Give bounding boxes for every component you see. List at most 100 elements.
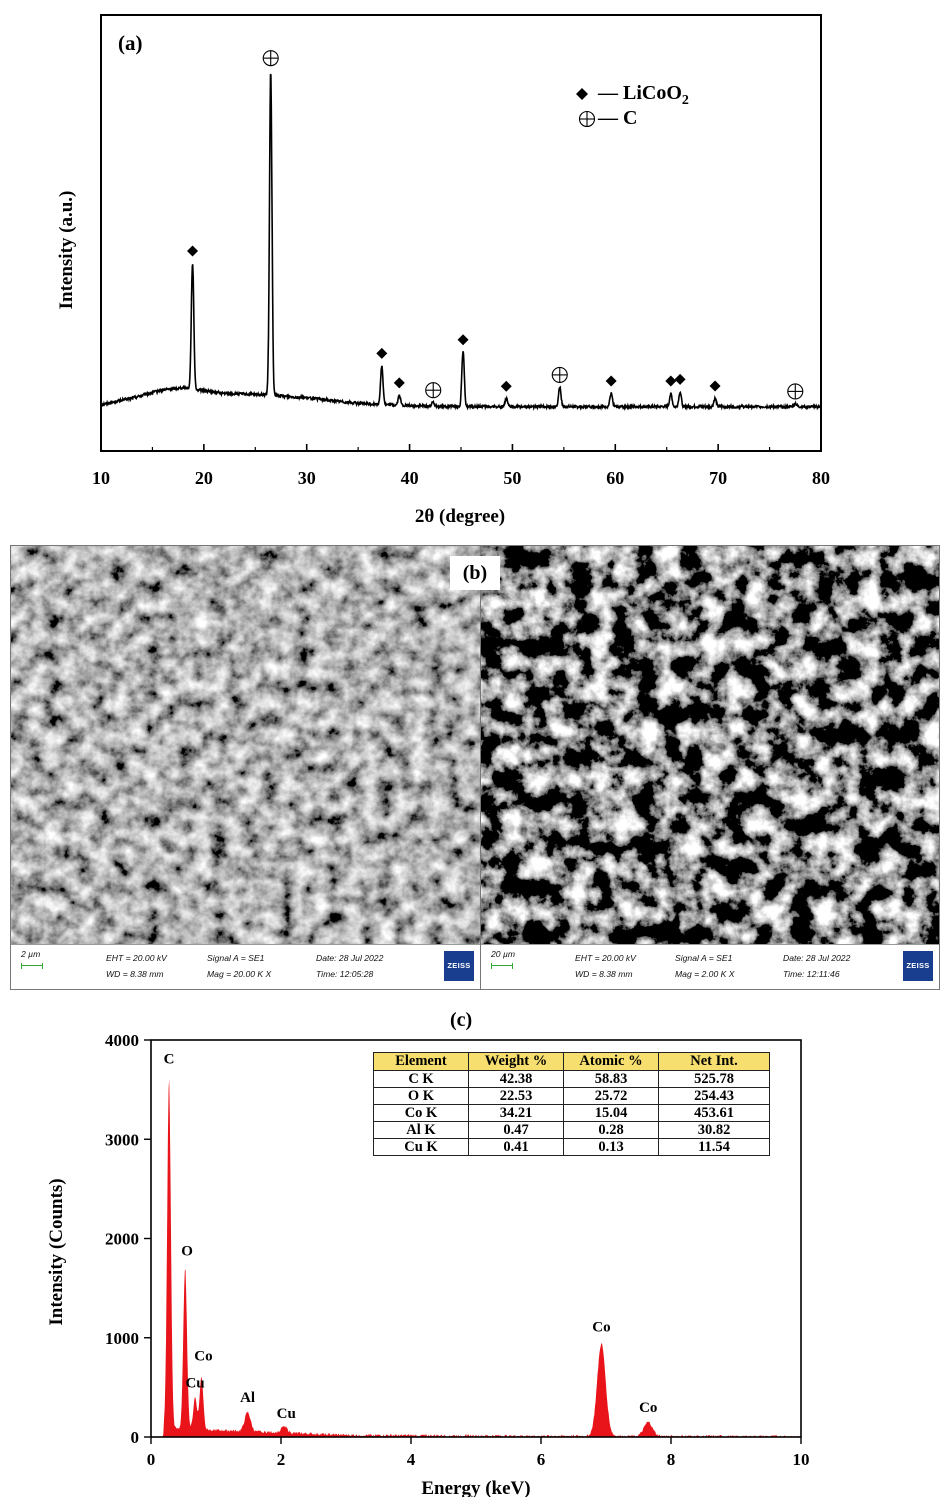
sem-mag: Mag = 20.00 K X — [207, 969, 272, 979]
eds-composition-table: Element Weight % Atomic % Net Int. C K 4… — [373, 1052, 770, 1156]
table-cell: 25.72 — [563, 1087, 659, 1105]
xrd-pattern-line — [100, 73, 822, 412]
licoo2-peak-marker — [500, 380, 512, 392]
sem-time: Time: 12:05:28 — [316, 969, 374, 979]
table-cell: Al K — [373, 1121, 469, 1139]
sem-time: Time: 12:11:46 — [783, 969, 840, 979]
licoo2-peak-marker — [709, 380, 721, 392]
table-header: Element — [373, 1052, 469, 1071]
table-cell: 0.41 — [468, 1138, 564, 1156]
table-cell: 0.47 — [468, 1121, 564, 1139]
carbon-peak-marker — [262, 50, 279, 67]
table-row: O K 22.53 25.72 254.43 — [373, 1087, 770, 1105]
x-tick-label: 10 — [793, 1450, 810, 1469]
xrd-legend: — LiCoO2 — C — [576, 82, 689, 129]
sem-micrograph-2kx — [481, 546, 939, 946]
scale-bar — [21, 963, 43, 969]
legend-diamond-marker — [576, 88, 588, 100]
zeiss-logo: ZEISS — [444, 951, 474, 981]
y-tick-label: 3000 — [105, 1130, 139, 1149]
table-cell: 42.38 — [468, 1070, 564, 1088]
y-tick-label: 4000 — [105, 1031, 139, 1050]
legend-carbon-label: — C — [597, 107, 637, 129]
carbon-peak-marker — [787, 383, 804, 400]
licoo2-peak-marker — [393, 377, 405, 389]
xrd-plot-frame — [100, 14, 822, 452]
y-tick-label: 0 — [131, 1428, 140, 1447]
x-tick-label: 6 — [537, 1450, 546, 1469]
sem-wd: WD = 8.38 mm — [106, 969, 164, 979]
sem-wd: WD = 8.38 mm — [575, 969, 633, 979]
eds-axis-ticks: 0 2 4 6 8 10 0 1000 2000 3000 4000 — [105, 1031, 810, 1469]
x-tick-label: 8 — [667, 1450, 676, 1469]
peak-label: Cu — [277, 1406, 296, 1422]
table-cell: 254.43 — [658, 1087, 770, 1105]
x-tick-label: 2 — [277, 1450, 286, 1469]
sem-signal: Signal A = SE1 — [207, 953, 265, 963]
sem-date: Date: 28 Jul 2022 — [783, 953, 851, 963]
peak-label: Co — [592, 1320, 610, 1336]
xrd-peak-markers — [187, 50, 804, 400]
table-cell: Cu K — [373, 1138, 469, 1156]
licoo2-peak-marker — [376, 347, 388, 359]
x-tick-label: 50 — [503, 468, 521, 488]
xrd-chart: (a) Intensity (a.u.) 2θ (degree) 10 20 30 4… — [56, 14, 830, 527]
table-cell: 34.21 — [468, 1104, 564, 1122]
table-cell: 453.61 — [658, 1104, 770, 1122]
peak-label: O — [181, 1243, 193, 1259]
sem-info-bar-left: 2 µm EHT = 20.00 kV WD = 8.38 mm Signal … — [11, 944, 480, 989]
x-tick-label: 10 — [92, 468, 110, 488]
y-tick-label: 1000 — [105, 1329, 139, 1348]
table-header: Atomic % — [563, 1052, 659, 1071]
table-cell: O K — [373, 1087, 469, 1105]
sem-info-bar-right: 20 µm EHT = 20.00 kV WD = 8.38 mm Signal… — [481, 944, 939, 989]
table-row: Cu K 0.41 0.13 11.54 — [373, 1138, 770, 1156]
x-tick-label: 4 — [407, 1450, 416, 1469]
carbon-peak-marker — [551, 366, 568, 383]
licoo2-peak-marker — [665, 375, 677, 387]
table-row: Co K 34.21 15.04 453.61 — [373, 1104, 770, 1122]
table-header-row: Element Weight % Atomic % Net Int. — [373, 1052, 770, 1071]
x-tick-label: 70 — [709, 468, 727, 488]
x-tick-label: 60 — [606, 468, 624, 488]
y-tick-label: 2000 — [105, 1230, 139, 1249]
x-tick-label: 20 — [195, 468, 213, 488]
x-tick-label: 40 — [401, 468, 419, 488]
xrd-y-axis-label: Intensity (a.u.) — [56, 191, 77, 310]
zeiss-logo: ZEISS — [903, 951, 933, 981]
xrd-x-axis-label: 2θ (degree) — [415, 506, 505, 527]
sem-signal: Signal A = SE1 — [675, 953, 733, 963]
table-cell: 525.78 — [658, 1070, 770, 1088]
table-cell: 22.53 — [468, 1087, 564, 1105]
eds-y-axis-label: Intensity (Counts) — [46, 1178, 67, 1325]
table-cell: 11.54 — [658, 1138, 770, 1156]
table-cell: 0.13 — [563, 1138, 659, 1156]
peak-label: Co — [194, 1348, 212, 1364]
peak-label: Cu — [185, 1375, 204, 1391]
panel-label-c: (c) — [450, 1009, 472, 1031]
xrd-x-ticks: 10 20 30 40 50 60 70 80 — [92, 444, 830, 488]
legend-circle-plus-marker — [578, 110, 596, 128]
table-header: Weight % — [468, 1052, 564, 1071]
sem-micrograph-20kx — [11, 546, 480, 946]
table-row: Al K 0.47 0.28 30.82 — [373, 1121, 770, 1139]
sem-scale-label: 2 µm — [21, 949, 41, 959]
sem-image-right: 20 µm EHT = 20.00 kV WD = 8.38 mm Signal… — [480, 545, 940, 990]
sem-eht: EHT = 20.00 kV — [575, 953, 636, 963]
table-cell: Co K — [373, 1104, 469, 1122]
peak-label: Al — [240, 1390, 255, 1406]
table-cell: 58.83 — [563, 1070, 659, 1088]
peak-label: C — [164, 1052, 175, 1068]
sem-image-left: 2 µm EHT = 20.00 kV WD = 8.38 mm Signal … — [10, 545, 481, 990]
sem-mag: Mag = 2.00 K X — [675, 969, 735, 979]
eds-x-axis-label: Energy (keV) — [421, 1478, 530, 1497]
eds-peak-labels: C O Cu Co Al Cu Co Co — [164, 1052, 658, 1422]
x-tick-label: 80 — [812, 468, 830, 488]
sem-scale-label: 20 µm — [491, 949, 516, 959]
legend-licoo2-label: — LiCoO2 — [597, 82, 689, 108]
eds-chart: (c) Intensity (Counts) Energy (keV) 0 2 4 6… — [46, 1009, 810, 1497]
table-cell: 0.28 — [563, 1121, 659, 1139]
table-header: Net Int. — [658, 1052, 770, 1071]
scale-bar — [491, 963, 513, 969]
panel-label-a: (a) — [118, 31, 143, 55]
